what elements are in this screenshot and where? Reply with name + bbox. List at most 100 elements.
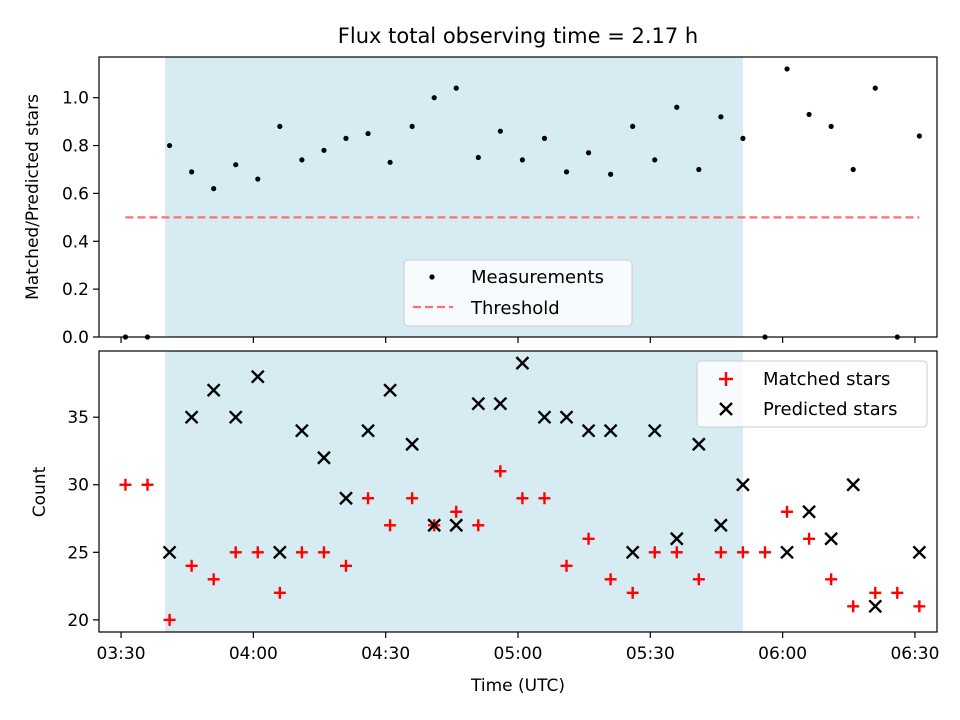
matched-star-marker [185, 559, 198, 572]
measurement-point [563, 169, 570, 175]
matched-star-marker [847, 600, 860, 613]
predicted-star-marker [846, 477, 861, 492]
matched-star-marker [384, 519, 397, 532]
matched-star-marker [869, 586, 882, 599]
measurement-point [806, 111, 812, 118]
bottom-y-tick-label: 35 [67, 408, 89, 428]
legend-label-threshold: Threshold [470, 298, 560, 319]
predicted-star-marker [912, 545, 927, 560]
matched-star-marker [406, 492, 419, 505]
legend-label-measurements: Measurements [471, 267, 604, 288]
top-y-tick-label: 0.8 [62, 137, 89, 157]
matched-star-marker [781, 505, 794, 518]
predicted-star-marker [449, 518, 464, 533]
measurement-point [630, 123, 636, 130]
bottom-y-tick-label: 25 [67, 543, 89, 563]
matched-star-marker [714, 546, 727, 559]
matched-star-marker [207, 573, 220, 586]
measurement-point [255, 176, 261, 182]
predicted-star-marker [736, 477, 750, 492]
matched-star-marker [648, 546, 661, 559]
matched-star-marker [229, 546, 242, 559]
measurement-point [321, 147, 327, 153]
legend-marker-measurements [429, 274, 435, 280]
measurement-point [541, 135, 548, 141]
measurement-point [497, 128, 503, 134]
x-tick-label: 04:00 [229, 644, 278, 664]
x-axis-label: Time (UTC) [470, 676, 565, 696]
top-y-tick-label: 0.4 [62, 232, 89, 252]
measurement-point [740, 135, 746, 141]
predicted-star-marker [493, 396, 508, 411]
measurement-point [189, 169, 195, 175]
top-y-axis-label: Matched/Predicted stars [23, 94, 43, 300]
measurement-point [277, 123, 283, 130]
top-y-ticks: 0.0 0.2 0.4 0.6 0.8 1.0 [62, 89, 99, 348]
measurement-point [299, 157, 305, 163]
observing-window-span-bottom [165, 351, 743, 632]
measurement-point [387, 159, 393, 165]
predicted-star-marker [250, 369, 265, 384]
legend-label-matched: Matched stars [763, 369, 890, 390]
x-tick-label: 05:30 [626, 644, 675, 664]
matched-star-marker [494, 465, 507, 478]
matched-star-marker [670, 546, 683, 559]
predicted-star-marker [802, 504, 816, 519]
predicted-star-marker [780, 545, 794, 560]
legend-marker-matched [719, 372, 733, 386]
matched-star-marker [295, 546, 308, 559]
matched-star-marker [692, 573, 705, 586]
top-y-tick-label: 0.0 [62, 328, 89, 348]
measurement-point [696, 166, 702, 173]
predicted-star-marker [647, 423, 662, 438]
x-tick-label: 06:00 [758, 644, 807, 664]
predicted-star-marker [868, 599, 883, 614]
measurement-point [828, 123, 834, 130]
predicted-star-marker [206, 383, 221, 398]
predicted-star-marker [295, 423, 309, 438]
measurement-point [674, 104, 680, 110]
bottom-y-axis-label: Count [30, 466, 50, 517]
measurement-point [475, 154, 481, 161]
predicted-star-marker [361, 423, 375, 438]
matched-star-marker [582, 532, 595, 545]
matched-star-marker [119, 478, 132, 491]
matched-star-marker [560, 559, 573, 572]
measurement-point [652, 157, 658, 163]
predicted-star-marker [162, 545, 177, 560]
matched-star-marker [626, 586, 639, 599]
matched-star-marker [450, 505, 463, 518]
legend-marker-predicted [719, 402, 733, 416]
predicted-star-marker [603, 423, 618, 438]
predicted-star-marker [537, 410, 552, 425]
top-legend-box [403, 259, 633, 327]
measurement-points [122, 66, 922, 340]
matched-star-marker [736, 546, 749, 559]
measurement-point [211, 186, 217, 192]
predicted-star-marker [559, 410, 574, 425]
measurement-point [872, 85, 878, 91]
top-legend: Measurements Threshold [403, 259, 633, 327]
x-tick-label: 05:00 [494, 644, 543, 664]
predicted-star-marker [471, 396, 486, 411]
matched-star-marker [339, 559, 352, 572]
top-x-ticks [120, 337, 916, 343]
top-panel: 0.0 0.2 0.4 0.6 0.8 1.0 Matched/Predicted sta… [23, 56, 938, 348]
predicted-star-marker [824, 531, 838, 546]
measurement-point [608, 171, 614, 177]
measurement-point [453, 85, 459, 91]
matched-star-marker [317, 546, 330, 559]
bottom-y-tick-label: 30 [67, 476, 89, 496]
measurement-point [409, 123, 415, 130]
predicted-star-marker [581, 423, 596, 438]
bottom-y-tick-label: 20 [67, 611, 89, 631]
matched-star-marker [472, 519, 485, 532]
top-y-tick-label: 0.6 [62, 184, 89, 204]
predicted-star-marker [339, 491, 353, 506]
matched-star-marker [803, 532, 816, 545]
matched-star-marker [604, 573, 617, 586]
matched-star-marker [251, 546, 264, 559]
measurement-point [343, 135, 349, 141]
bottom-y-ticks: 20 25 30 35 [67, 408, 99, 631]
